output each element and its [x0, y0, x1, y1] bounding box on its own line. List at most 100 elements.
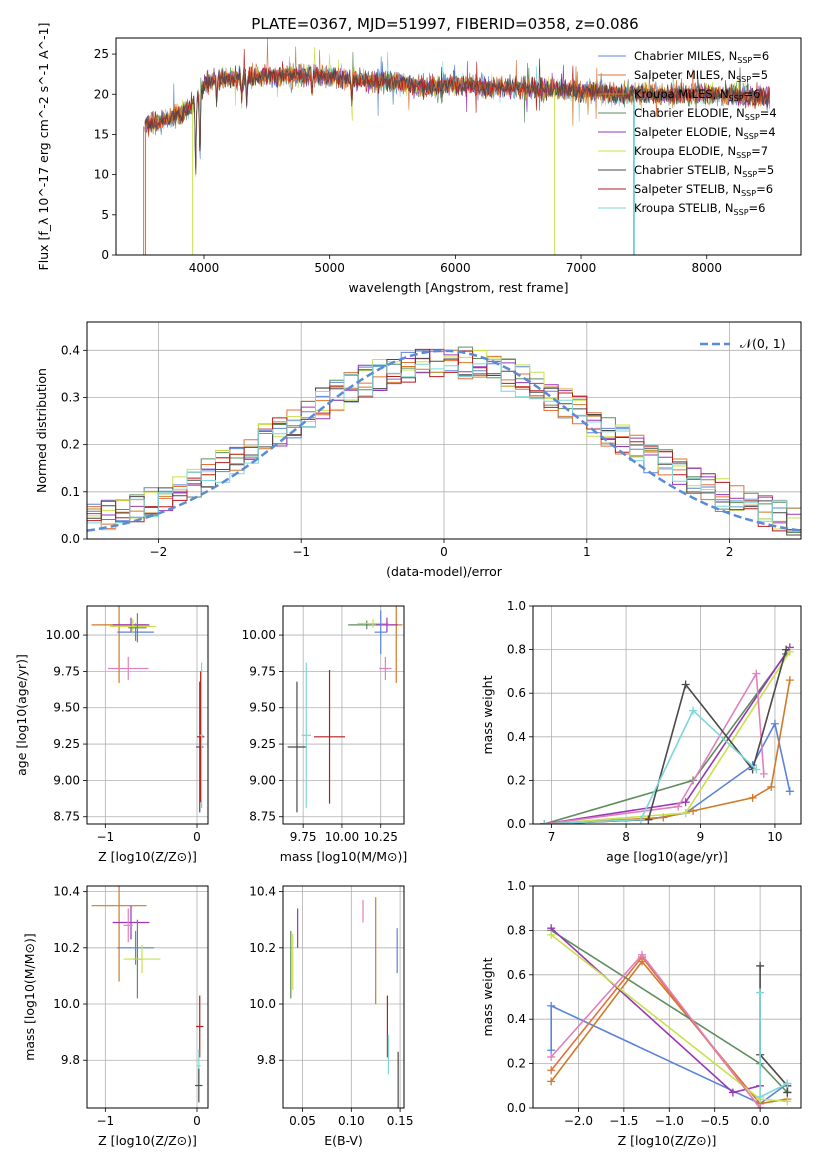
weight-line-kroupa_miles	[544, 679, 791, 824]
age-vs-Z-plot-area	[91, 606, 205, 813]
weight-vs-age-xtick-label: 9	[697, 830, 705, 844]
weight-marker-kroupa_stelib	[752, 765, 761, 774]
weight-vs-age-xlabel: age [log10(age/yr)]	[606, 849, 728, 864]
mass-vs-Z-ylabel: mass [log10(M/M⊙)]	[22, 933, 37, 1061]
mass-vs-Z-ytick-label: 10.2	[53, 941, 80, 955]
age-vs-mass-xtick-label: 10.00	[325, 830, 359, 844]
spectrum-ytick-label: 0	[101, 248, 109, 262]
weight-vs-age-ytick-label: 0.6	[507, 686, 526, 700]
mass-vs-Z-ytick-label: 10.4	[53, 885, 80, 899]
weight-marker-chabrier_stelib	[644, 815, 653, 824]
gaussian-curve	[87, 349, 801, 532]
age-vs-Z-ytick-label: 10.00	[46, 628, 80, 642]
mass-vs-Z-plot-area	[91, 886, 204, 1103]
weight-vs-age-axes: 7 8 9 10 0.0 0.2 0.4 0.6 0.8 1.0 age [log10(age/yr…	[480, 599, 802, 864]
age-vs-Z-ytick-label: 9.25	[53, 737, 80, 751]
weight-marker-chabrier_miles	[547, 1001, 556, 1010]
spectrum-axes: 4000 5000 6000 7000 8000 0 5 10 15 20 25 wavelength…	[36, 23, 802, 295]
weight-vs-Z-xtick-label: −1.5	[609, 1114, 638, 1128]
residuals-ytick-label: 0.1	[61, 485, 80, 499]
weight-marker-chabrier_miles	[770, 719, 779, 728]
legend-suffix: =6	[744, 87, 761, 101]
legend-suffix: =5	[751, 68, 768, 82]
weight-vs-Z-ytick-label: 0.6	[507, 968, 526, 982]
legend-suffix: =7	[751, 144, 768, 158]
weight-vs-Z-ytick-label: 1.0	[507, 879, 526, 893]
weight-marker-kroupa_stelib	[756, 988, 765, 997]
spectrum-xtick-label: 7000	[566, 261, 597, 275]
age-vs-mass-ytick-label: 9.00	[249, 773, 276, 787]
weight-marker-pink	[638, 950, 647, 959]
mass-vs-Z-axes: −1 0 9.8 10.0 10.2 10.4 Z [log10(Z/Z⊙)] mass [l…	[22, 885, 209, 1148]
spectrum-xlabel: wavelength [Angstrom, rest frame]	[348, 280, 568, 295]
age-vs-Z-frame	[86, 605, 209, 825]
mass-vs-Z-xtick-label: 0	[193, 1114, 201, 1128]
mass-vs-EBV-xtick-label: 0.10	[338, 1114, 365, 1128]
weight-line-pink	[544, 670, 765, 824]
legend-suffix: =6	[749, 201, 766, 215]
weight-marker-kroupa_elodie	[547, 930, 556, 939]
age-vs-mass-xtick-label: 10.25	[364, 830, 398, 844]
weight-marker-pink	[759, 769, 768, 778]
mass-vs-Z-xlabel: Z [log10(Z/Z⊙)]	[98, 1133, 197, 1148]
age-vs-mass-ytick-label: 9.25	[249, 737, 276, 751]
legend-label-kroupa_elodie: Kroupa ELODIE, NSSP=7	[634, 144, 768, 160]
weight-marker-kroupa_elodie	[681, 809, 690, 818]
spectrum-xtick-label: 8000	[691, 261, 722, 275]
spectrum-ytick-label: 10	[94, 168, 109, 182]
weight-vs-Z-xlabel: Z [log10(Z/Z⊙)]	[618, 1133, 717, 1148]
spectrum-plot-area	[143, 38, 770, 255]
legend-suffix: =4	[759, 125, 776, 139]
residuals-ytick-label: 0.2	[61, 438, 80, 452]
residuals-xlabel: (data-model)/error	[386, 564, 503, 579]
weight-vs-age-ytick-label: 0.0	[507, 817, 526, 831]
weight-vs-age-plot-area	[540, 643, 794, 824]
residuals-ytick-label: 0.4	[61, 343, 80, 357]
age-vs-Z-xtick-label: 0	[193, 830, 201, 844]
residuals-xtick-label: −1	[292, 545, 310, 559]
weight-marker-salpeter_elodie	[681, 798, 690, 807]
weight-vs-Z-xtick-label: 0.0	[751, 1114, 770, 1128]
weight-marker-kroupa_miles	[785, 676, 794, 685]
legend-subscript: SSP	[734, 208, 749, 217]
spectrum-ylabel: Flux [f_λ 10^-17 erg cm^-2 s^-1 A^-1]	[36, 23, 51, 271]
residuals-xtick-label: −2	[150, 545, 168, 559]
mass-vs-EBV-xtick-label: 0.05	[289, 1114, 316, 1128]
age-vs-Z-xlabel: Z [log10(Z/Z⊙)]	[98, 849, 197, 864]
mass-vs-Z-ytick-label: 9.8	[61, 1053, 80, 1067]
legend-subscript: SSP	[736, 151, 751, 160]
legend-suffix: =4	[760, 106, 777, 120]
spectrum-legend: Chabrier MILES, NSSP=6 Salpeter MILES, NS…	[598, 49, 777, 217]
mass-vs-EBV-plot-area	[290, 897, 399, 1108]
legend-label-salpeter_miles: Salpeter MILES, NSSP=5	[634, 68, 768, 84]
age-vs-Z-xtick-label: −1	[96, 830, 114, 844]
mass-vs-EBV-xlabel: E(B-V)	[324, 1133, 363, 1148]
weight-line-chabrier_miles	[544, 721, 791, 824]
residual-hist-salpeter_stelib	[87, 348, 801, 532]
weight-vs-Z-frame	[532, 885, 802, 1109]
legend-subscript: SSP	[736, 75, 751, 84]
legend-label-chabrier_miles: Chabrier MILES, NSSP=6	[634, 49, 769, 65]
mass-vs-EBV-axes: 0.05 0.10 0.15 9.8 10.0 10.2 10.4 E(B-V)	[249, 885, 413, 1148]
age-vs-Z-ytick-label: 9.50	[53, 701, 80, 715]
spectrum-ytick-label: 25	[94, 47, 109, 61]
age-vs-mass-ytick-label: 10.00	[242, 628, 276, 642]
weight-vs-age-xtick-label: 7	[548, 830, 556, 844]
spectrum-series-chabrier_stelib	[144, 58, 770, 174]
residual-hist-kroupa_stelib	[87, 359, 801, 531]
age-vs-Z-ylabel: age [log10(age/yr)]	[14, 654, 29, 776]
weight-marker-kroupa_stelib	[689, 706, 698, 715]
legend-subscript: SSP	[741, 189, 756, 198]
weight-marker-kroupa_miles	[547, 1077, 556, 1086]
spectrum-xtick-label: 4000	[189, 261, 220, 275]
residuals-xtick-label: 1	[583, 545, 591, 559]
weight-marker-pink	[547, 1052, 556, 1061]
weight-vs-age-ytick-label: 0.8	[507, 643, 526, 657]
weight-marker-kroupa_stelib	[756, 1092, 765, 1101]
weight-marker-chabrier_stelib	[756, 961, 765, 970]
mass-vs-EBV-xtick-label: 0.15	[387, 1114, 414, 1128]
mass-vs-EBV-ytick-label: 10.0	[249, 997, 276, 1011]
age-vs-Z-ytick-label: 9.00	[53, 773, 80, 787]
weight-vs-Z-xtick-label: −0.5	[700, 1114, 729, 1128]
